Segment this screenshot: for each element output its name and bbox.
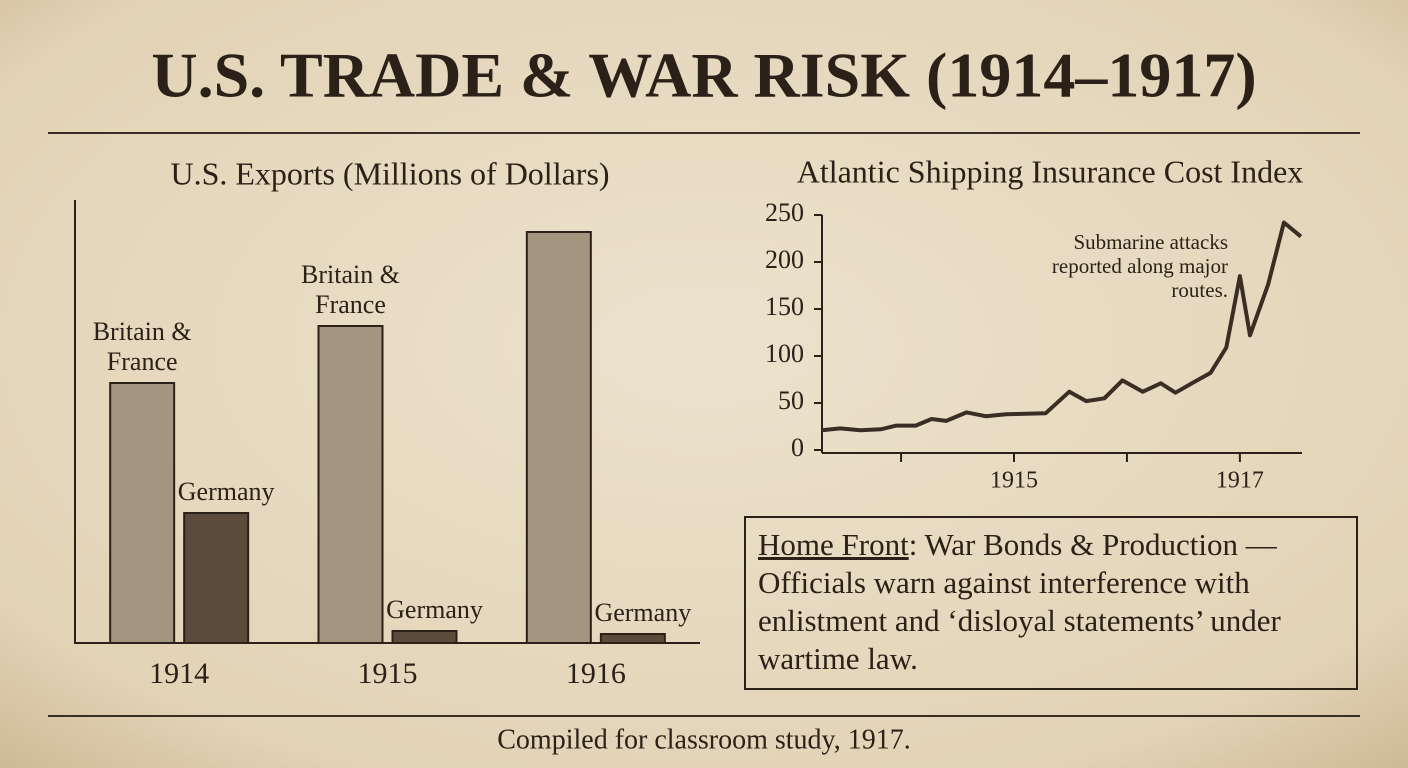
bar: [391, 630, 458, 644]
annotation-box: Submarine attacks reported along major r…: [1051, 230, 1228, 302]
home-front-heading: Home Front: [758, 527, 909, 562]
y-tick-label: 100: [765, 339, 804, 368]
bar: [317, 325, 384, 644]
page-title: U.S. TRADE & WAR RISK (1914–1917): [151, 40, 1256, 111]
bar-series-label: Britain & France: [92, 317, 192, 376]
line-series: [821, 220, 1303, 433]
bar-series-label-box: Germany: [177, 477, 275, 506]
x-tick-label: 1915: [990, 468, 1038, 494]
x-tick-label: 1916: [566, 657, 626, 690]
home-front-box: Home Front: War Bonds & Production — Off…: [744, 516, 1358, 690]
bar-series-label: Britain & France: [301, 260, 400, 319]
home-front-text: Home Front: War Bonds & Production — Off…: [744, 516, 1358, 690]
y-tick-label: 250: [765, 198, 804, 227]
bar: [109, 382, 176, 644]
chart-title: U.S. Exports (Millions of Dollars): [170, 155, 609, 191]
bar-series-label-box: Germany: [594, 598, 692, 627]
chart-title: Atlantic Shipping Insurance Cost Index: [797, 153, 1304, 189]
y-tick-label: 0: [791, 433, 804, 462]
bar-series-label: Germany: [594, 598, 692, 627]
home-front-body: : War Bonds & Production — Officials war…: [758, 527, 1281, 676]
bar-series-label-box: Britain & France: [301, 260, 400, 319]
y-tick-label: 200: [765, 245, 804, 274]
bar: [599, 633, 666, 644]
x-tick-label: 1914: [149, 657, 209, 690]
bar-series-label: Germany: [386, 595, 483, 624]
bar: [525, 231, 592, 644]
x-tick-label: 1917: [1216, 468, 1264, 494]
bar-series-label-box: Germany: [386, 595, 483, 624]
y-tick-label: 150: [765, 292, 804, 321]
footer: Compiled for classroom study, 1917.: [497, 724, 910, 755]
bar: [183, 512, 250, 644]
annotation: Submarine attacks reported along major r…: [1051, 230, 1228, 302]
bar-series-label: Germany: [177, 477, 275, 506]
x-tick-label: 1915: [358, 657, 418, 690]
y-tick-label: 50: [778, 386, 804, 415]
bar-series-label-box: Britain & France: [92, 317, 192, 376]
